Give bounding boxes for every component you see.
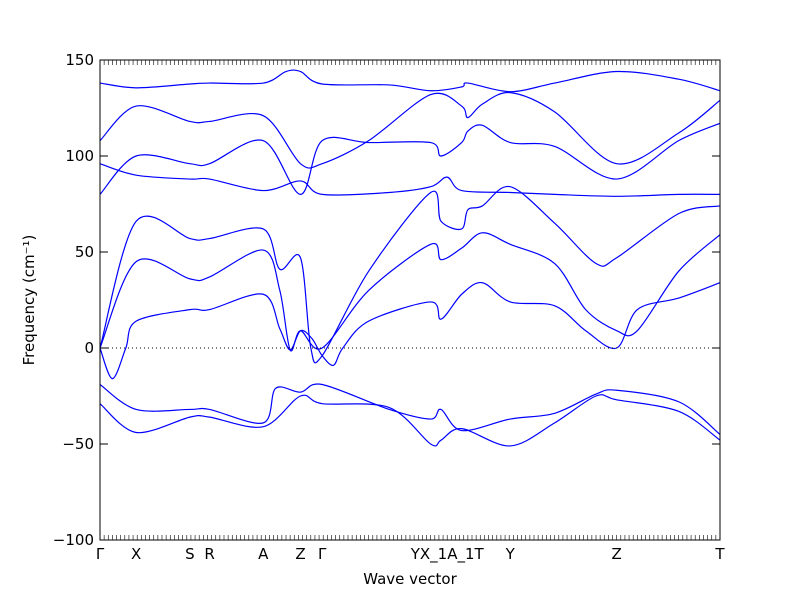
y-tick-label: 150 [65, 51, 94, 69]
band-line-8 [99, 383, 721, 435]
band-line-1 [99, 69, 721, 93]
x-tick-label: Z [295, 545, 305, 563]
band-line-5 [99, 186, 721, 364]
x-tick-label: X [131, 545, 141, 563]
y-axis-title: Frequency (cm⁻¹) [20, 235, 38, 366]
x-tick-label: A [258, 545, 269, 563]
x-tick-label: T [714, 545, 725, 563]
band-line-4 [99, 163, 721, 197]
band-line-6 [99, 232, 721, 352]
y-tick-label: 50 [75, 243, 94, 261]
y-axis: −100 −50 0 50 100 150 [53, 51, 720, 549]
x-tick-label: Γ [96, 545, 105, 563]
y-tick-label: 0 [84, 339, 94, 357]
y-tick-label: −100 [53, 531, 94, 549]
band-line-3 [99, 122, 721, 196]
plot-frame [99, 59, 721, 541]
band-line-7 [99, 282, 721, 380]
x-tick-label: YX_1A_1T [410, 545, 485, 564]
x-minor-ticks [99, 60, 721, 540]
series-layer [99, 69, 721, 447]
band-line-9 [99, 394, 721, 447]
x-tick-label: R [204, 545, 214, 563]
band-line-2 [99, 92, 721, 169]
y-tick-label: −50 [62, 435, 94, 453]
x-axis-title: Wave vector [363, 570, 457, 588]
x-tick-label: Z [612, 545, 622, 563]
y-tick-label: 100 [65, 147, 94, 165]
x-tick-label: Y [505, 545, 516, 563]
x-tick-label: Γ [318, 545, 327, 563]
x-axis: Γ X S R A Z Γ YX_1A_1T Y Z T [96, 545, 726, 564]
x-tick-label: S [185, 545, 195, 563]
